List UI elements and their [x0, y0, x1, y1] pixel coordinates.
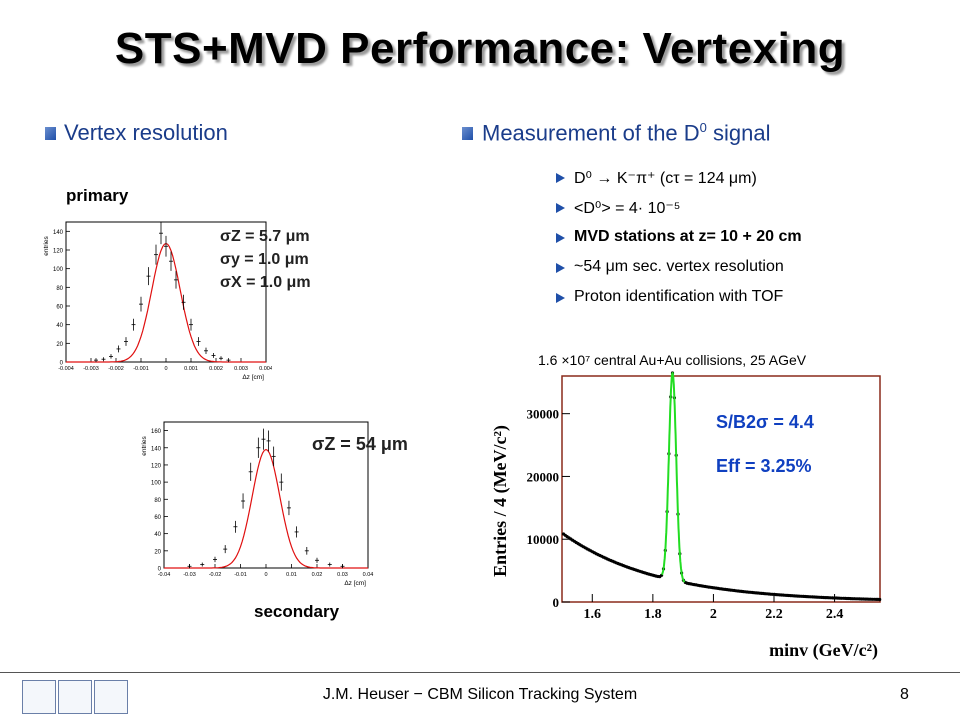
- plot-frame: [561, 375, 881, 603]
- x-tick-label: -0.04: [158, 572, 171, 578]
- secondary-vertex-plot: 0 20 40 60 80 100 120 140 160 -0.04 -0.03 -0.02 -0.0…: [141, 421, 374, 587]
- bullet-item: <D⁰> = 4· 10⁻⁵: [556, 198, 916, 228]
- x-tick-label: 0.03: [337, 572, 348, 578]
- sigma-y-label: σy = 1.0 μm: [220, 251, 309, 268]
- sb-ratio-label: S/B2σ = 4.4: [716, 412, 814, 432]
- x-tick-label: 0.02: [312, 572, 323, 578]
- x-tick-label: 2: [710, 607, 717, 622]
- plot-frame: [163, 421, 369, 569]
- y-tick-label: 60: [154, 515, 161, 521]
- d0-mass-chart: 0 10000 20000 30000 1.6 1.8 2 2.2 2.4 minv (GeV/c…: [490, 371, 882, 661]
- y-tick-label: 120: [53, 249, 64, 255]
- x-tick-label: -0.003: [83, 366, 99, 372]
- y-tick-label: 40: [154, 532, 161, 538]
- bullet-item: Proton identification with TOF: [556, 288, 916, 318]
- x-tick-label: 1.8: [644, 607, 662, 622]
- x-tick-label: -0.02: [209, 572, 222, 578]
- bullet-arrow-icon: [556, 263, 565, 273]
- x-tick-label: -0.01: [234, 572, 247, 578]
- y-tick-label: 80: [154, 498, 161, 504]
- x-tick-label: 0: [164, 366, 167, 372]
- x-tick-label: -0.001: [133, 366, 149, 372]
- signal-fit-curve: [661, 371, 686, 583]
- chart-caption: 1.6 ×10⁷ central Au+Au collisions, 25 AG…: [538, 352, 807, 368]
- x-tick-label: 0.002: [209, 366, 223, 372]
- x-tick-label: -0.03: [183, 572, 196, 578]
- x-tick-label: -0.004: [58, 366, 74, 372]
- efficiency-label: Eff = 3.25%: [716, 456, 812, 476]
- footer-divider: [0, 672, 960, 673]
- y-tick-label: 160: [151, 429, 162, 435]
- bullet-text: Proton identification with TOF: [574, 288, 784, 305]
- right-heading: Measurement of the D0 signal: [482, 120, 771, 146]
- bullet-text: D⁰ → K⁻π⁺ (cτ = 124 μm): [574, 170, 757, 187]
- x-tick-label: 0.001: [184, 366, 198, 372]
- bullet-text: MVD stations at z= 10 + 20 cm: [574, 228, 802, 245]
- y-tick-label: 140: [53, 230, 64, 236]
- y-tick-label: 100: [151, 481, 162, 487]
- bullet-text: ~54 μm sec. vertex resolution: [574, 258, 784, 275]
- x-tick-label: 0.004: [259, 366, 272, 372]
- x-tick-label: 0.003: [234, 366, 248, 372]
- sigma-z-secondary-label: σZ = 54 μm: [312, 434, 408, 454]
- sigma-z-label: σZ = 5.7 μm: [220, 228, 310, 245]
- primary-vertex-plot: 0 20 40 60 80 100 120 140 -0.004 -0.003 -0.002 -0.0…: [43, 221, 272, 381]
- x-axis-label: Δz [cm]: [242, 374, 264, 381]
- x-tick-label: 0: [264, 572, 267, 578]
- bullet-text: <D⁰> = 4· 10⁻⁵: [574, 200, 681, 217]
- left-heading: Vertex resolution: [64, 120, 228, 145]
- secondary-label: secondary: [254, 602, 340, 621]
- bullet-list: D⁰ → K⁻π⁺ (cτ = 124 μm) <D⁰> = 4· 10⁻⁵ MVD…: [556, 168, 916, 318]
- x-axis-label: minv (GeV/c²): [769, 640, 878, 661]
- x-tick-label: 2.2: [765, 607, 783, 622]
- logo-tile-icon: [94, 680, 128, 714]
- bullet-item: ~54 μm sec. vertex resolution: [556, 258, 916, 288]
- footer-logo: [22, 680, 128, 714]
- logo-tile-icon: [58, 680, 92, 714]
- footer-text: J.M. Heuser − CBM Silicon Tracking Syste…: [322, 686, 638, 703]
- gaussian-fit-curve: [164, 448, 368, 569]
- bullet-square-icon: [45, 127, 56, 140]
- bullet-item: MVD stations at z= 10 + 20 cm: [556, 228, 916, 258]
- y-tick-label: 140: [151, 446, 162, 452]
- y-tick-label: 20: [154, 549, 161, 555]
- y-axis-label: entries: [43, 235, 50, 255]
- bullet-arrow-icon: [556, 233, 565, 243]
- bullet-item: D⁰ → K⁻π⁺ (cτ = 124 μm): [556, 168, 916, 198]
- y-tick-label: 20: [56, 342, 63, 348]
- slide-title: STS+MVD Performance: Vertexing: [114, 24, 846, 73]
- y-axis-label: Entries / 4 (MeV/c²): [490, 425, 511, 577]
- y-tick-label: 120: [151, 463, 162, 469]
- x-tick-label: 0.01: [286, 572, 297, 578]
- primary-label: primary: [66, 186, 129, 205]
- y-tick-label: 40: [56, 323, 63, 329]
- x-tick-label: 1.6: [584, 607, 602, 622]
- x-axis-label: Δz [cm]: [344, 580, 366, 587]
- y-tick-label: 0: [60, 361, 64, 367]
- y-tick-label: 80: [56, 286, 63, 292]
- x-tick-label: 2.4: [826, 607, 844, 622]
- bullet-arrow-icon: [556, 293, 565, 303]
- sigma-x-label: σX = 1.0 μm: [220, 274, 311, 291]
- bullet-arrow-icon: [556, 173, 565, 183]
- bullet-arrow-icon: [556, 203, 565, 213]
- logo-tile-icon: [22, 680, 56, 714]
- x-tick-label: -0.002: [108, 366, 124, 372]
- page-number: 8: [900, 686, 909, 703]
- y-tick-label: 10000: [527, 532, 560, 547]
- y-tick-label: 0: [158, 567, 162, 573]
- y-axis-label: entries: [141, 435, 148, 455]
- bullet-square-icon: [462, 127, 473, 140]
- y-tick-label: 100: [53, 267, 64, 273]
- x-tick-label: 0.04: [363, 572, 374, 578]
- data-point: [878, 597, 882, 602]
- y-tick-label: 30000: [527, 407, 560, 422]
- y-tick-label: 20000: [527, 469, 560, 484]
- y-tick-label: 60: [56, 305, 63, 311]
- y-tick-label: 0: [553, 595, 560, 610]
